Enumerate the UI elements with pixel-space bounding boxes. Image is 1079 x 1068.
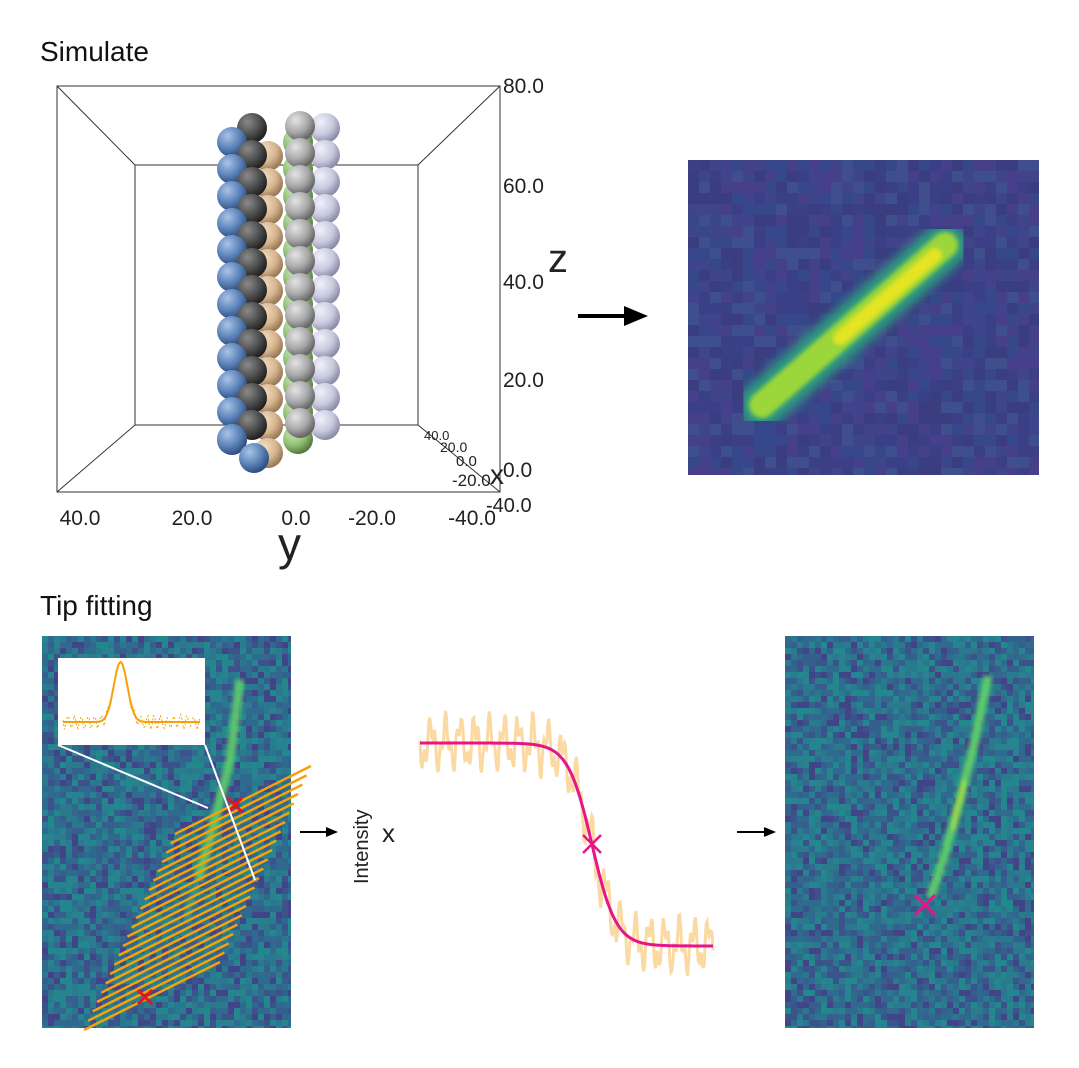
scan-line — [135, 848, 273, 920]
z-tick-label: 40.0 — [503, 271, 544, 294]
profile-y-label: Intensity — [351, 810, 373, 884]
scan-line — [165, 783, 303, 854]
scan-line — [174, 764, 312, 836]
y-tick-label: 0.0 — [281, 507, 310, 530]
scan-line — [122, 876, 260, 948]
arrow-right-icon — [737, 827, 776, 837]
protein-sphere — [285, 327, 315, 357]
scan-lines — [83, 764, 312, 1032]
y-tick-label: -40.0 — [448, 507, 496, 530]
z-tick-label: 0.0 — [503, 459, 532, 482]
arrow-right-icon — [300, 827, 338, 837]
profile-raw-data — [418, 710, 715, 978]
protein-sphere — [285, 354, 315, 384]
protein-sphere — [285, 408, 315, 438]
protein-sphere — [310, 410, 340, 440]
scan-line — [87, 951, 225, 1022]
protein-sphere — [310, 167, 340, 197]
scan-line — [105, 914, 243, 985]
scan-line — [96, 932, 234, 1004]
scan-line — [161, 792, 299, 864]
protein-sphere — [310, 302, 340, 332]
protein-sphere — [285, 381, 315, 411]
x-tick-label: 20.0 — [440, 439, 467, 455]
tip-fit-result-image — [785, 636, 1034, 1028]
fitted-tip-marker — [913, 893, 937, 917]
x-axis-label: x — [490, 459, 504, 490]
protein-sphere — [285, 300, 315, 330]
x-tick-label: 40.0 — [424, 428, 449, 443]
protein-sphere — [285, 165, 315, 195]
protein-sphere — [285, 219, 315, 249]
y-tick-label: 20.0 — [172, 507, 213, 530]
protein-sphere — [239, 443, 269, 473]
z-tick-label: 60.0 — [503, 175, 544, 198]
scan-line — [157, 802, 295, 873]
protein-sphere — [217, 425, 247, 455]
fitted-tip-marker — [582, 834, 602, 854]
y-axis-label: y — [278, 518, 301, 570]
profile-x-label: x — [382, 818, 395, 848]
scan-line — [100, 923, 238, 994]
scan-line — [118, 886, 256, 957]
scan-line — [144, 830, 282, 901]
scan-line — [139, 839, 277, 910]
protein-sphere — [310, 113, 340, 143]
x-tick-label: -40.0 — [486, 495, 532, 517]
protein-sphere — [285, 111, 315, 141]
profile-fit-curve — [420, 741, 713, 948]
protein-sphere — [310, 140, 340, 170]
scan-line — [113, 895, 251, 966]
arrow-right-icon — [578, 306, 648, 326]
protein-sphere — [310, 221, 340, 251]
protein-sphere — [310, 275, 340, 305]
scan-line — [109, 904, 247, 976]
section-title-tip-fitting: Tip fitting — [40, 590, 153, 621]
x-tick-label: 0.0 — [456, 453, 477, 470]
protein-sphere — [285, 273, 315, 303]
x-axis-ticks: 40.020.00.0-20.0-40.0 — [424, 428, 532, 517]
scan-line — [126, 867, 264, 938]
protein-sphere — [310, 356, 340, 386]
y-axis-ticks: 40.0 20.0 0.0 -20.0 -40.0 — [60, 507, 496, 530]
protein-sphere — [285, 192, 315, 222]
helix-spheres — [217, 111, 340, 473]
scan-line — [83, 960, 221, 1032]
scan-line — [148, 820, 286, 892]
protein-sphere — [310, 329, 340, 359]
protein-sphere — [310, 248, 340, 278]
x-tick-label: -20.0 — [452, 471, 491, 490]
profile-inset — [57, 658, 256, 881]
z-tick-label: 80.0 — [503, 75, 544, 98]
protein-sphere — [285, 138, 315, 168]
z-tick-label: 20.0 — [503, 369, 544, 392]
z-axis-label: z — [548, 237, 568, 281]
protein-sphere — [285, 246, 315, 276]
scan-line — [92, 942, 230, 1013]
simulated-image — [688, 160, 1039, 475]
scan-line — [131, 858, 269, 929]
scan-line — [152, 811, 290, 882]
protein-sphere — [310, 194, 340, 224]
tip-marker-initial — [136, 796, 244, 1006]
y-tick-label: -20.0 — [348, 507, 396, 530]
protein-sphere — [310, 383, 340, 413]
y-tick-label: 40.0 — [60, 507, 101, 530]
section-title-simulate: Simulate — [40, 36, 149, 67]
z-axis-ticks: 80.0 60.0 40.0 20.0 0.0 — [503, 75, 544, 482]
